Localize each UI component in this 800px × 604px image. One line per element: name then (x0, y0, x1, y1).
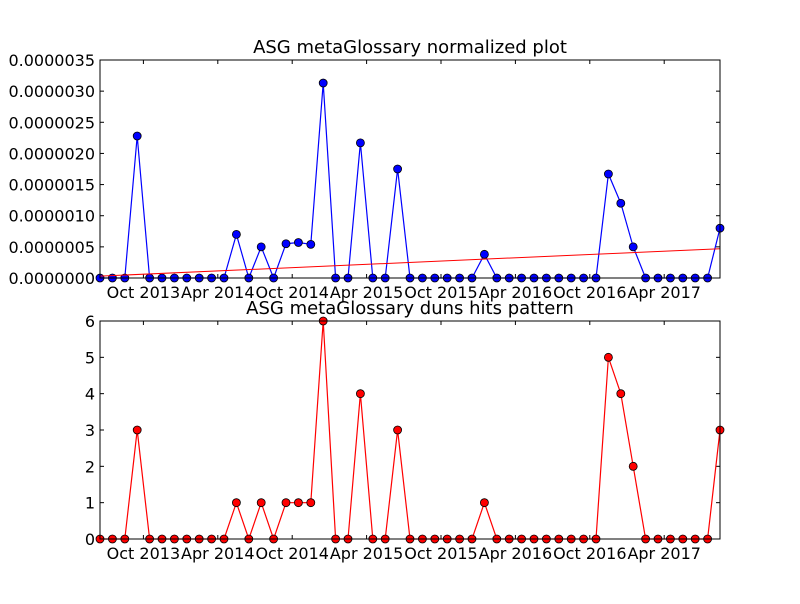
y-tick-label: 0.0000035 (8, 51, 95, 70)
data-point (281, 239, 291, 249)
y-tick-label: 6 (85, 312, 95, 331)
data-point (393, 164, 403, 174)
y-tick-label: 0.0000030 (8, 82, 95, 101)
x-tick-label: Oct 2016 (553, 544, 626, 563)
data-point (355, 138, 365, 148)
data-point (355, 389, 365, 399)
x-tick-label: Apr 2015 (330, 283, 403, 302)
data-point (281, 498, 291, 508)
plot-frame (99, 320, 721, 540)
data-point (604, 352, 613, 362)
data-point (616, 198, 626, 208)
y-tick-label: 0.0000005 (8, 238, 95, 257)
series-line (100, 320, 721, 541)
data-point (293, 238, 303, 247)
plot-frame (99, 59, 721, 279)
chart-panel-1: ASG metaGlossary normalized plot 0.000000… (8, 37, 725, 302)
chart-panel-2: ASG metaGlossary duns hits pattern 0 1 2 3 4 5… (85, 298, 725, 563)
data-point (231, 229, 241, 239)
data-point (293, 498, 303, 508)
data-point (393, 425, 403, 435)
trend-line (99, 248, 721, 277)
series-line (100, 83, 721, 280)
data-point (628, 242, 638, 252)
x-tick-label: Apr 2016 (479, 283, 552, 302)
x-tick-label: Apr 2014 (181, 544, 254, 563)
x-tick-label: Apr 2017 (627, 544, 700, 563)
data-point (132, 425, 142, 435)
x-tick-label: Apr 2017 (627, 283, 700, 302)
y-tick-label: 0.0000025 (8, 113, 95, 132)
x-tick-label: Oct 2014 (255, 283, 328, 302)
y-tick-label: 0.0000015 (8, 176, 95, 195)
data-point (479, 498, 489, 508)
data-point (318, 78, 328, 88)
data-point (132, 131, 142, 141)
data-point (616, 389, 626, 399)
chart-title: ASG metaGlossary duns hits pattern (246, 298, 574, 319)
y-tick-label: 0.0000000 (8, 269, 95, 288)
data-point (628, 461, 638, 471)
x-tick-label: Oct 2015 (404, 283, 477, 302)
x-tick-label: Apr 2014 (181, 283, 254, 302)
y-tick-label: 5 (85, 348, 95, 367)
x-tick-label: Apr 2015 (330, 544, 403, 563)
data-point (231, 498, 241, 508)
y-tick-label: 2 (85, 457, 95, 476)
x-tick-label: Oct 2014 (255, 544, 328, 563)
data-point (256, 498, 266, 508)
x-tick-label: Oct 2013 (107, 283, 180, 302)
y-tick-label: 0.0000010 (8, 207, 95, 226)
x-tick-label: Oct 2016 (553, 283, 626, 302)
data-point (479, 249, 489, 259)
x-tick-label: Oct 2015 (404, 544, 477, 563)
y-tick-label: 0 (85, 530, 95, 549)
data-point (604, 169, 613, 179)
data-point (306, 498, 316, 508)
x-tick-label: Oct 2013 (107, 544, 180, 563)
x-tick-label: Apr 2016 (479, 544, 552, 563)
chart-title: ASG metaGlossary normalized plot (253, 37, 567, 58)
y-tick-label: 0.0000020 (8, 144, 95, 163)
data-point (306, 239, 316, 249)
data-point (256, 242, 266, 252)
y-tick-label: 3 (85, 421, 95, 440)
y-tick-label: 1 (85, 494, 95, 513)
y-tick-label: 4 (85, 385, 95, 404)
